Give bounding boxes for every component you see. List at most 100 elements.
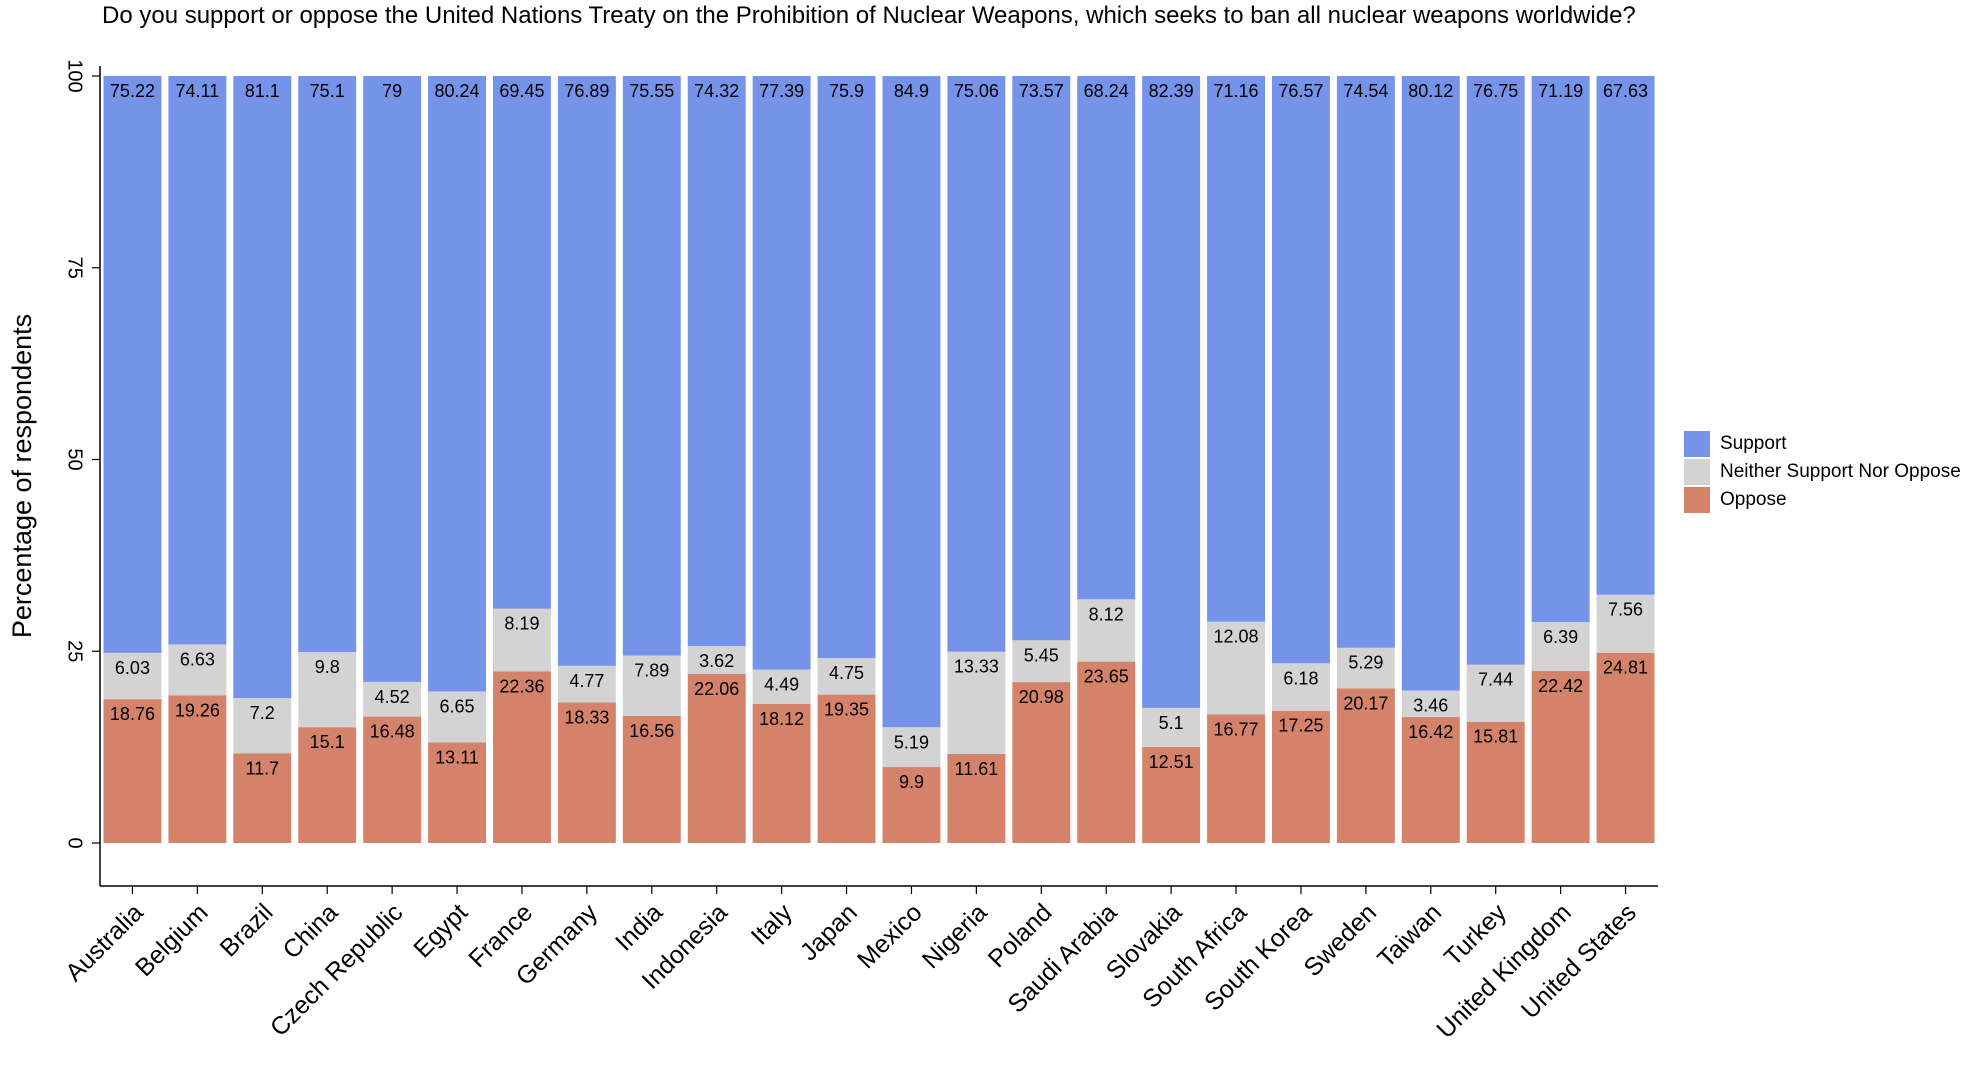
bar-segment xyxy=(363,716,422,843)
data-label-neither: 5.45 xyxy=(1024,645,1059,665)
bar-segment xyxy=(947,651,1006,754)
bar-segment xyxy=(493,608,551,672)
data-label-neither: 7.2 xyxy=(250,703,275,723)
y-axis-title: Percentage of respondents xyxy=(7,314,37,638)
data-label-oppose: 23.65 xyxy=(1084,667,1129,687)
data-label-oppose: 18.33 xyxy=(564,707,609,727)
data-label-neither: 6.18 xyxy=(1283,668,1318,688)
bar-segment xyxy=(947,76,1006,652)
data-label-neither: 13.33 xyxy=(954,657,999,677)
bar-segment xyxy=(557,665,616,703)
x-tick-label: United States xyxy=(1516,898,1642,1024)
bar-segment xyxy=(1336,647,1395,689)
bar-segment xyxy=(1401,690,1460,718)
bar-segment xyxy=(817,658,876,695)
bar-segment xyxy=(1207,75,1265,622)
data-label-oppose: 11.61 xyxy=(955,759,999,779)
bar-segment xyxy=(428,76,486,692)
bar-segment xyxy=(1272,710,1330,843)
bar-segment xyxy=(103,652,162,700)
data-label-neither: 4.49 xyxy=(764,675,799,695)
bar-segment xyxy=(363,681,422,717)
x-tick-label: Mexico xyxy=(852,898,928,974)
data-label-neither: 8.19 xyxy=(504,614,539,634)
bar-segment xyxy=(1142,707,1201,748)
bar-segment xyxy=(428,742,486,843)
data-label-neither: 7.44 xyxy=(1478,670,1513,690)
data-label-oppose: 19.35 xyxy=(824,700,869,720)
data-label-oppose: 16.48 xyxy=(370,722,415,742)
data-label-oppose: 9.9 xyxy=(899,772,924,792)
bar-segment xyxy=(168,76,227,645)
bar-segment xyxy=(1142,76,1201,708)
data-label-support: 73.57 xyxy=(1019,81,1064,101)
data-label-oppose: 22.36 xyxy=(499,676,544,696)
x-tick-label: Australia xyxy=(60,898,149,987)
bar-segment xyxy=(817,694,876,843)
data-label-oppose: 12.51 xyxy=(1149,752,1194,772)
data-label-oppose: 20.98 xyxy=(1019,687,1064,707)
bar-segment xyxy=(882,767,941,843)
data-label-support: 76.75 xyxy=(1473,81,1518,101)
bar-segment xyxy=(1596,76,1655,595)
data-label-oppose: 24.81 xyxy=(1603,658,1648,678)
data-label-oppose: 11.7 xyxy=(245,758,279,778)
data-label-oppose: 18.12 xyxy=(759,709,804,729)
bar-segment xyxy=(233,76,292,699)
data-label-neither: 6.65 xyxy=(440,696,475,716)
legend-swatch-neither xyxy=(1684,459,1710,485)
bar-segment xyxy=(1336,688,1395,843)
bar-segment xyxy=(1531,671,1590,843)
bar-segment xyxy=(882,76,941,728)
bar-segment xyxy=(817,76,876,659)
bar-segment xyxy=(363,76,422,682)
bar-segment xyxy=(103,699,162,843)
data-label-support: 79 xyxy=(382,81,402,101)
legend-item-oppose: Oppose xyxy=(1684,486,1961,514)
legend-item-neither: Neither Support Nor Oppose xyxy=(1684,458,1961,486)
legend-label-oppose: Oppose xyxy=(1720,489,1787,510)
bar-segment xyxy=(1466,76,1525,665)
bar-segment xyxy=(233,753,292,843)
data-label-neither: 4.75 xyxy=(829,663,864,683)
legend-swatch-oppose xyxy=(1684,487,1710,513)
bar-segment xyxy=(1012,76,1071,641)
data-label-support: 84.9 xyxy=(894,81,929,101)
bar-segment xyxy=(1207,621,1265,715)
data-label-support: 82.39 xyxy=(1149,81,1194,101)
bar-segment xyxy=(233,698,292,754)
data-label-neither: 4.77 xyxy=(569,671,604,691)
x-tick-label: Belgium xyxy=(130,898,214,982)
data-label-oppose: 20.17 xyxy=(1343,693,1388,713)
legend-item-support: Support xyxy=(1684,430,1961,458)
data-label-support: 76.57 xyxy=(1278,81,1323,101)
bar-segment xyxy=(493,76,551,609)
bar-segment xyxy=(1142,747,1201,843)
data-label-neither: 4.52 xyxy=(375,687,410,707)
y-tick-label: 50 xyxy=(64,448,86,470)
data-label-neither: 5.29 xyxy=(1348,653,1383,673)
bar-segment xyxy=(1596,594,1655,653)
bar-segment xyxy=(1012,682,1071,843)
bar-segment xyxy=(103,75,162,653)
data-label-support: 71.19 xyxy=(1538,81,1583,101)
data-label-neither: 5.19 xyxy=(894,732,929,752)
data-label-support: 75.1 xyxy=(310,81,345,101)
bar-segment xyxy=(882,727,941,768)
legend-label-support: Support xyxy=(1720,433,1787,454)
bar-segment xyxy=(1207,714,1265,843)
bar-segment xyxy=(168,695,227,843)
data-label-support: 74.32 xyxy=(694,81,739,101)
bar-segment xyxy=(168,644,227,696)
y-tick-label: 75 xyxy=(64,257,86,279)
data-label-support: 67.63 xyxy=(1603,81,1648,101)
data-label-support: 71.16 xyxy=(1214,81,1259,101)
bar-segment xyxy=(1336,76,1395,648)
x-tick-label: Taiwan xyxy=(1372,898,1447,973)
data-label-neither: 12.08 xyxy=(1214,627,1259,647)
bar-segment xyxy=(752,669,811,705)
data-label-support: 75.06 xyxy=(954,81,999,101)
data-label-oppose: 18.76 xyxy=(110,704,155,724)
y-tick-label: 25 xyxy=(64,640,86,662)
